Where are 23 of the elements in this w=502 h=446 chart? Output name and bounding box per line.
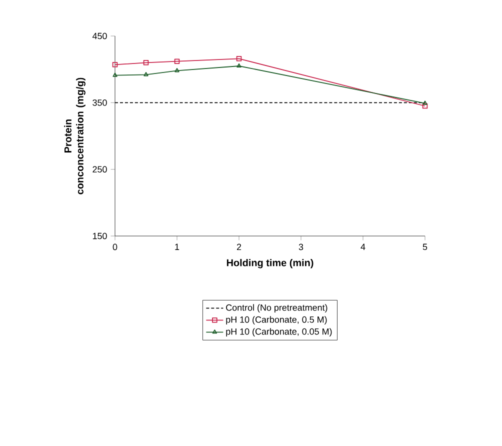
point: [174, 58, 180, 64]
point: [174, 68, 180, 72]
legend-label: Control (No pretreatment): [226, 304, 328, 313]
point: [143, 60, 149, 66]
x-axis-title: Holding time (min): [226, 258, 314, 268]
x-tick-label: 3: [298, 244, 304, 250]
y-tick-label: 350: [92, 99, 107, 106]
point: [236, 63, 242, 68]
x-tick-label: 4: [360, 244, 366, 250]
y-tick-label: 150: [92, 232, 107, 240]
x-tick-label: 5: [422, 244, 428, 250]
point: [236, 56, 242, 62]
x-tick-label: 2: [236, 244, 242, 250]
y-tick-label: 450: [92, 32, 107, 40]
legend-label: pH 10 (Carbonate, 0.5 M): [226, 316, 327, 325]
x-tick-label: 0: [112, 244, 118, 250]
y-axis-title: Protein conconcentration (mg/g): [64, 78, 86, 194]
point: [112, 62, 118, 68]
point: [422, 103, 428, 109]
y-tick-label: 250: [92, 166, 107, 173]
legend-label: pH 10 (Carbonate, 0.05 M): [226, 328, 332, 336]
point: [144, 72, 148, 76]
x-tick-label: 1: [175, 244, 180, 250]
